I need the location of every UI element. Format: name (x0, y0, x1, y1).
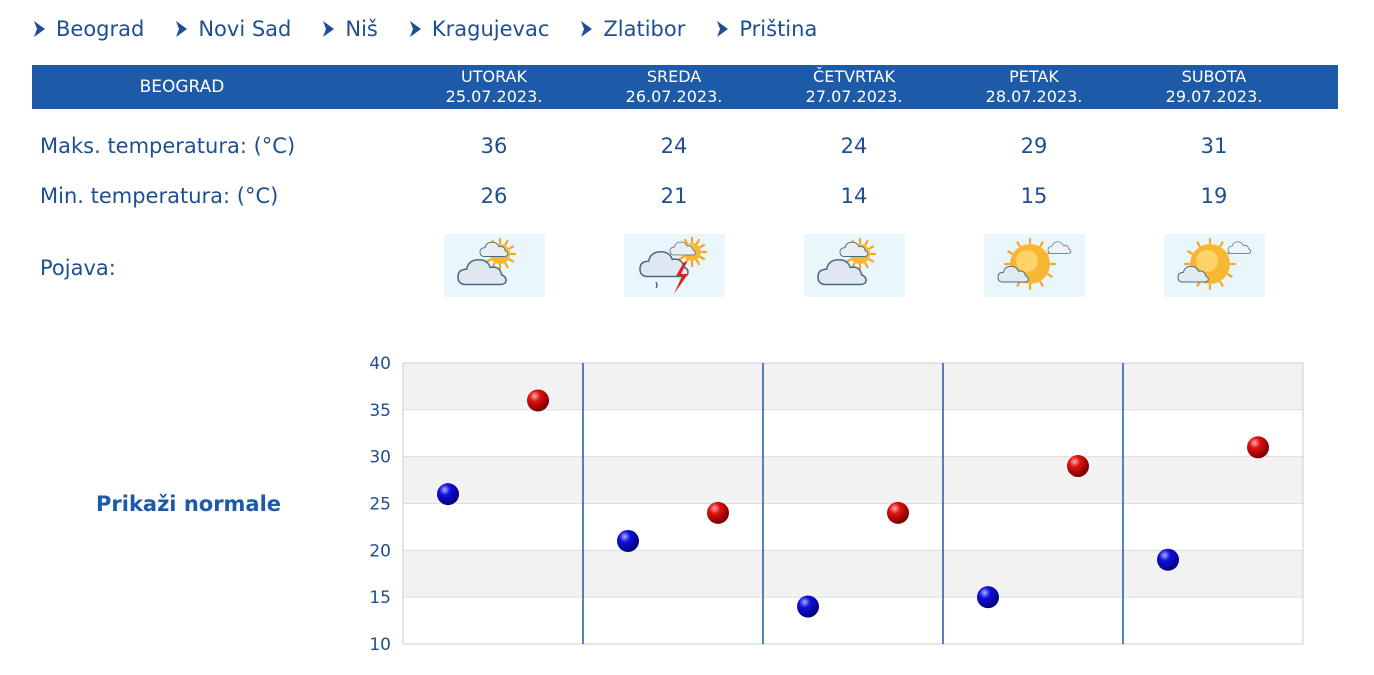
y-tick-label: 25 (369, 495, 391, 515)
header-day-0: UTORAK 25.07.2023. (404, 67, 584, 107)
max-temp-point (887, 501, 909, 524)
temperature-chart: 10 15 20 25 30 35 40 (369, 354, 1304, 655)
max-temp-value: 24 (840, 134, 868, 158)
header-day-4: SUBOTA 29.07.2023. (1124, 67, 1304, 107)
forecast-header: BEOGRAD UTORAK 25.07.2023. SREDA 26.07.2023… (32, 65, 1338, 109)
max-temp-value: 24 (660, 134, 688, 158)
max-temp-point (527, 389, 549, 412)
min-temp-point (617, 529, 639, 552)
y-tick-label: 10 (369, 635, 391, 655)
arrow-right-icon (323, 21, 335, 37)
max-temp-point (707, 501, 729, 524)
mostly-sunny-icon (997, 237, 1072, 291)
city-link-label: Novi Sad (198, 17, 292, 41)
grid-band (403, 597, 1303, 644)
weather-icon-box (804, 234, 905, 297)
mostly-sunny-icon (1177, 237, 1252, 291)
grid-band (403, 409, 1303, 457)
weather-icon-box (444, 234, 545, 297)
day-date: 29.07.2023. (1165, 87, 1263, 106)
weather-icon-box (984, 234, 1085, 297)
city-link-2[interactable]: Niš (321, 17, 378, 41)
day-name: SREDA (646, 67, 702, 86)
day-date: 27.07.2023. (805, 87, 903, 106)
arrow-right-icon (34, 21, 45, 37)
phenomenon-label: Pojava: (40, 256, 116, 280)
header-day-3: PETAK 28.07.2023. (944, 67, 1124, 107)
y-tick-label: 20 (369, 541, 391, 561)
day-name: SUBOTA (1181, 67, 1247, 86)
max-temp-value: 36 (480, 134, 508, 158)
city-link-label: Beograd (56, 17, 145, 41)
grid-band (403, 456, 1303, 504)
city-link-4[interactable]: Zlatibor (579, 17, 685, 41)
arrow-right-icon (176, 21, 188, 37)
min-temp-value: 15 (1020, 184, 1048, 208)
grid-band (403, 503, 1303, 551)
max-temp-value: 31 (1200, 134, 1228, 158)
thunderstorm-icon (639, 236, 708, 294)
header-city: BEOGRAD (139, 77, 225, 97)
partly-cloudy-icon (457, 237, 517, 286)
city-link-3[interactable]: Kragujevac (408, 17, 550, 41)
grid-band (403, 363, 1303, 410)
arrow-right-icon (581, 21, 593, 37)
grid-band (403, 550, 1303, 598)
city-link-label: Priština (739, 17, 818, 41)
y-tick-label: 30 (369, 448, 391, 468)
plot-frame (402, 362, 1304, 645)
max-temp-point (1247, 436, 1269, 459)
arrow-right-icon (717, 21, 729, 37)
min-temp-point (437, 483, 459, 506)
y-tick-label: 15 (369, 588, 391, 608)
arrow-right-icon (409, 21, 421, 37)
y-tick-label: 40 (369, 354, 391, 374)
max-temp-value: 29 (1020, 134, 1048, 158)
city-link-0[interactable]: Beograd (32, 17, 144, 41)
city-link-5[interactable]: Priština (715, 17, 817, 41)
header-day-2: ČETVRTAK 27.07.2023. (764, 67, 944, 107)
day-name: PETAK (1009, 67, 1059, 86)
weather-icon-box (624, 234, 725, 297)
day-name: UTORAK (461, 67, 527, 86)
min-temp-value: 14 (840, 184, 868, 208)
city-link-label: Niš (345, 17, 378, 41)
min-temp-point (977, 586, 999, 609)
y-tick-label: 35 (369, 401, 391, 421)
header-day-1: SREDA 26.07.2023. (584, 67, 764, 107)
partly-cloudy-icon (817, 237, 877, 286)
min-temp-value: 26 (480, 184, 508, 208)
min-temp-value: 21 (660, 184, 688, 208)
min-temp-point (797, 595, 819, 618)
day-date: 25.07.2023. (445, 87, 543, 106)
city-link-label: Zlatibor (603, 17, 686, 41)
city-link-label: Kragujevac (431, 17, 550, 41)
max-temp-label: Maks. temperatura: (°C) (40, 134, 296, 158)
city-link-1[interactable]: Novi Sad (174, 17, 291, 41)
city-nav: Beograd Novi Sad Niš Kragujevac Zlatibor Priš… (32, 14, 847, 44)
max-temp-point (1067, 455, 1089, 478)
day-name: ČETVRTAK (813, 67, 895, 86)
show-normals-link[interactable]: Prikaži normale (96, 492, 282, 516)
day-date: 26.07.2023. (625, 87, 723, 106)
day-date: 28.07.2023. (985, 87, 1083, 106)
weather-icon-box (1164, 234, 1265, 297)
min-temp-point (1157, 548, 1179, 571)
min-temp-label: Min. temperatura: (°C) (40, 184, 279, 208)
min-temp-value: 19 (1200, 184, 1228, 208)
